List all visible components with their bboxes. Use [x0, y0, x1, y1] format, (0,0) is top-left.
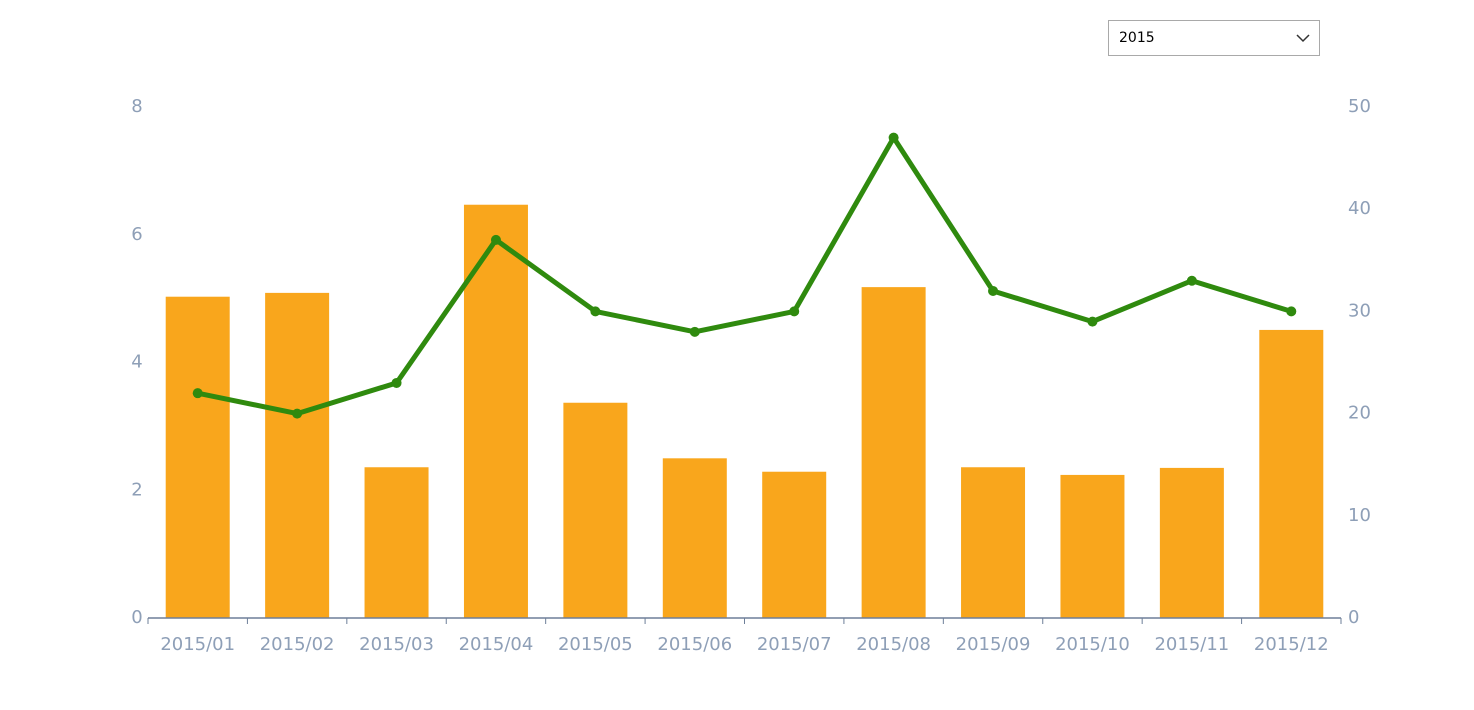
bar: [1159, 467, 1224, 618]
bar: [861, 287, 926, 618]
y2-tick-label: 20: [1348, 403, 1371, 424]
bar: [1259, 329, 1324, 618]
line-point: [391, 377, 402, 388]
bar: [364, 467, 429, 618]
bar: [762, 471, 827, 618]
y-tick-label: 4: [131, 352, 142, 373]
line-point: [988, 285, 999, 296]
line-point: [1186, 275, 1197, 286]
x-tick-label: 2015/08: [856, 634, 931, 655]
line-point: [590, 306, 601, 317]
line-point: [689, 326, 700, 337]
x-tick-label: 2015/11: [1154, 634, 1229, 655]
year-select[interactable]: 2015: [1108, 20, 1320, 56]
year-select-value: 2015: [1119, 30, 1155, 46]
y2-tick-label: 30: [1348, 300, 1371, 321]
dropdown-arrow: [1296, 34, 1310, 43]
line-point: [1286, 306, 1297, 317]
bar: [662, 458, 727, 618]
x-tick-label: 2015/06: [657, 634, 732, 655]
bar: [563, 402, 628, 618]
y2-tick-label: 50: [1348, 96, 1371, 117]
x-tick-label: 2015/09: [956, 634, 1031, 655]
bar: [165, 296, 230, 618]
y-tick-label: 0: [131, 607, 142, 628]
line-point: [192, 388, 203, 399]
line-point: [789, 306, 800, 317]
bar: [1060, 474, 1125, 618]
x-tick-label: 2015/12: [1254, 634, 1329, 655]
bar: [463, 204, 528, 618]
line-point: [888, 132, 899, 143]
line-point: [1087, 316, 1098, 327]
x-tick-label: 2015/01: [160, 634, 235, 655]
line: [197, 135, 1293, 417]
x-tick-label: 2015/04: [459, 634, 534, 655]
y2-tick-label: 0: [1348, 607, 1359, 628]
y-tick-label: 8: [131, 96, 142, 117]
x-tick-label: 2015/05: [558, 634, 633, 655]
y-tick-label: 6: [131, 224, 142, 245]
bar: [961, 467, 1026, 618]
bar: [265, 292, 330, 618]
line-point: [490, 234, 501, 245]
y2-tick-label: 10: [1348, 505, 1371, 526]
y-tick-label: 2: [131, 479, 142, 500]
x-tick-label: 2015/10: [1055, 634, 1130, 655]
y2-tick-label: 40: [1348, 198, 1371, 219]
x-tick-label: 2015/02: [260, 634, 335, 655]
x-tick-label: 2015/07: [757, 634, 832, 655]
line-point: [292, 408, 303, 419]
x-tick-label: 2015/03: [359, 634, 434, 655]
